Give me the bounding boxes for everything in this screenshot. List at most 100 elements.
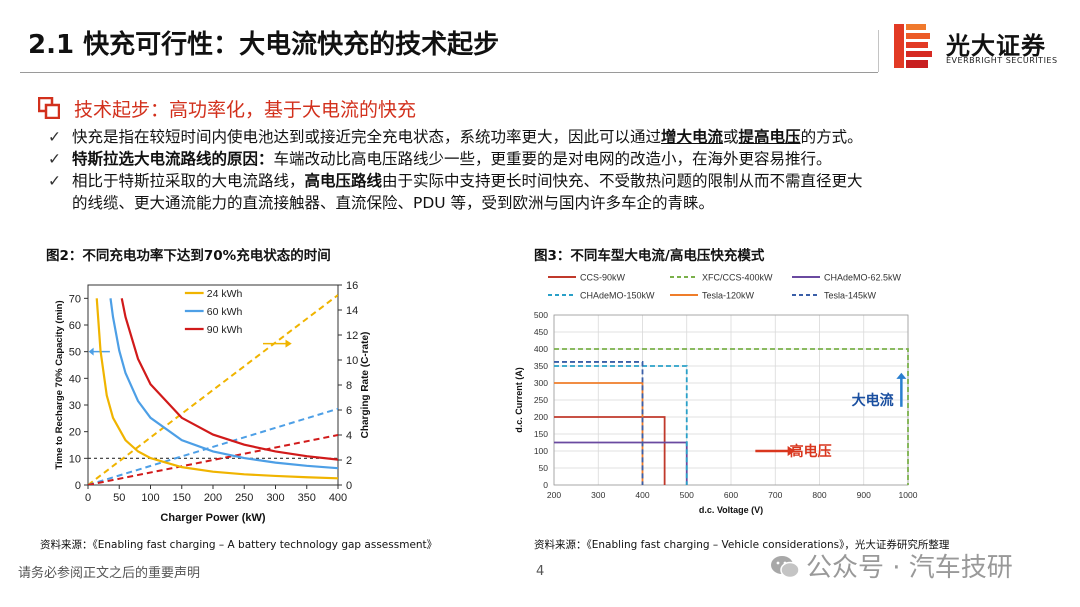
bullet-text: 车端改动比高电压路线少一些，更重要的是对电网的改造小，在海外更容易推行。 (273, 150, 832, 168)
fig2-source: 资料来源：《Enabling fast charging – A battery… (40, 539, 438, 551)
y-tick-label: 10 (69, 453, 81, 465)
bullet-emphasis: 高电压路线 (304, 172, 383, 190)
chart2-plot: CCS-90kW XFC/CCS-400kW CHAdeMO-62.5kW CHAde… (514, 273, 918, 516)
chart-dc-fast-charge-modes: CCS-90kW XFC/CCS-400kW CHAdeMO-62.5kW CHAde… (514, 273, 918, 516)
x-axis-label: d.c. Voltage (V) (699, 505, 763, 515)
x-tick-label: 900 (857, 490, 871, 500)
legend-label: 60 kWh (207, 306, 243, 318)
watermark-text: 公众号 · 汽车技研 (806, 553, 1013, 583)
y-tick-label: 20 (69, 427, 81, 439)
bullet-tesla-reason: ✓ 特斯拉选大电流路线的原因：车端改动比高电压路线少一些，更重要的是对电网的改造… (48, 148, 832, 170)
arrow-current-head (896, 372, 907, 379)
y-tick-label: 350 (534, 361, 548, 371)
legend-label: 90 kWh (207, 324, 243, 336)
x-tick-label: 800 (812, 490, 826, 500)
crate-series-line (88, 294, 338, 485)
y2-tick-label: 12 (346, 330, 358, 342)
bullet-text: 快充是指在较短时间内使电池达到或接近完全充电状态，系统功率更大，因此可以通过 (72, 128, 662, 146)
y-tick-label: 0 (75, 480, 81, 492)
legend-label: Tesla-145kW (824, 291, 877, 301)
bullet-text: 由于实际中支持更长时间快充、不受散热问题的限制从而不需直径更大 (382, 172, 863, 190)
bullet-text: 的方式。 (800, 128, 863, 146)
y2-tick-label: 10 (346, 355, 358, 367)
arrow-head-right (285, 339, 292, 348)
chart-charging-time: 0 50 100 150 200 250 300 350 4000102030405060700… (54, 280, 371, 524)
y-tick-label: 40 (69, 373, 81, 385)
legend-label: XFC/CCS-400kW (702, 273, 773, 283)
crate-series-line (88, 434, 338, 485)
x-tick-label: 200 (204, 492, 222, 504)
y2-tick-label: 0 (346, 480, 352, 492)
x-tick-label: 700 (768, 490, 782, 500)
x-tick-label: 350 (298, 492, 316, 504)
bullet-emphasis: 特斯拉选大电流路线的原因： (72, 150, 274, 168)
logo-text-cn: 光大证券 (946, 32, 1046, 60)
y2-tick-label: 16 (346, 280, 358, 292)
fig2-title: 图2：不同充电功率下达到70%充电状态的时间 (46, 248, 331, 264)
y-tick-label: 500 (534, 310, 548, 320)
chart1-series (88, 294, 338, 485)
title-divider (20, 72, 878, 73)
legend-label: 24 kWh (207, 288, 243, 300)
x-tick-label: 0 (85, 492, 91, 504)
legend-label: CHAdeMO-62.5kW (824, 273, 902, 283)
page-number: 4 (536, 564, 545, 579)
x-tick-label: 250 (235, 492, 253, 504)
y-tick-label: 30 (69, 400, 81, 412)
x-tick-label: 600 (724, 490, 738, 500)
y-tick-label: 0 (543, 480, 548, 490)
y2-tick-label: 6 (346, 405, 352, 417)
everbright-logo: 光大证券 EVERBRIGHT SECURITIES (890, 22, 1070, 70)
legend-label: CCS-90kW (580, 273, 626, 283)
fig3-source: 资料来源：《Enabling fast charging – Vehicle c… (534, 539, 950, 551)
disclaimer: 请务必参阅正文之后的重要声明 (18, 566, 201, 581)
series-envelope (554, 348, 909, 485)
y-tick-label: 250 (534, 395, 548, 405)
legend-label: CHAdeMO-150kW (580, 291, 655, 301)
x-tick-label: 1000 (899, 490, 918, 500)
x-tick-label: 300 (266, 492, 284, 504)
x-tick-label: 150 (173, 492, 191, 504)
y-tick-label: 400 (534, 344, 548, 354)
crate-series-line (88, 407, 338, 485)
y2-tick-label: 8 (346, 380, 352, 392)
section-bullet-icon (38, 97, 60, 119)
chart1-plot: 0 50 100 150 200 250 300 350 4000102030405060700… (54, 280, 371, 524)
bullet-text: 相比于特斯拉采取的大电流路线， (72, 172, 305, 190)
annotation-voltage: 高电压 (790, 443, 832, 459)
x-tick-label: 500 (680, 490, 694, 500)
checkmark-icon: ✓ (48, 150, 61, 168)
checkmark-icon: ✓ (48, 128, 61, 146)
y-axis-label: d.c. Current (A) (514, 367, 524, 433)
bullet-text: 或 (723, 128, 739, 146)
y-tick-label: 60 (69, 320, 81, 332)
y-tick-label: 70 (69, 293, 81, 305)
logo-text-en: EVERBRIGHT SECURITIES (946, 56, 1058, 65)
checkmark-icon: ✓ (48, 172, 61, 190)
x-tick-label: 50 (113, 492, 125, 504)
arrow-voltage-head (787, 446, 796, 456)
x-tick-label: 300 (591, 490, 605, 500)
watermark: 公众号 · 汽车技研 (770, 547, 1013, 584)
y2-tick-label: 4 (346, 430, 352, 442)
time-series-line (95, 298, 338, 480)
x-tick-label: 100 (141, 492, 159, 504)
series-envelope (554, 416, 666, 485)
y2-tick-label: 14 (346, 305, 358, 317)
page-title: 2.1 快充可行性：大电流快充的技术起步 (28, 30, 500, 60)
x-tick-label: 400 (329, 492, 347, 504)
time-series-line (120, 298, 338, 461)
legend-label: Tesla-120kW (702, 291, 755, 301)
y-tick-label: 100 (534, 446, 548, 456)
series-envelope (554, 361, 644, 485)
x-tick-label: 200 (547, 490, 561, 500)
logo-separator (878, 30, 879, 72)
bullet-emphasis: 提高电压 (738, 128, 801, 146)
y-tick-label: 50 (69, 347, 81, 359)
x-axis-label: Charger Power (kW) (160, 512, 265, 524)
series-envelope (554, 441, 688, 485)
x-tick-label: 400 (635, 490, 649, 500)
series-envelope (554, 365, 688, 485)
section-title: 技术起步：高功率化，基于大电流的快充 (74, 99, 417, 121)
y-tick-label: 150 (534, 429, 548, 439)
